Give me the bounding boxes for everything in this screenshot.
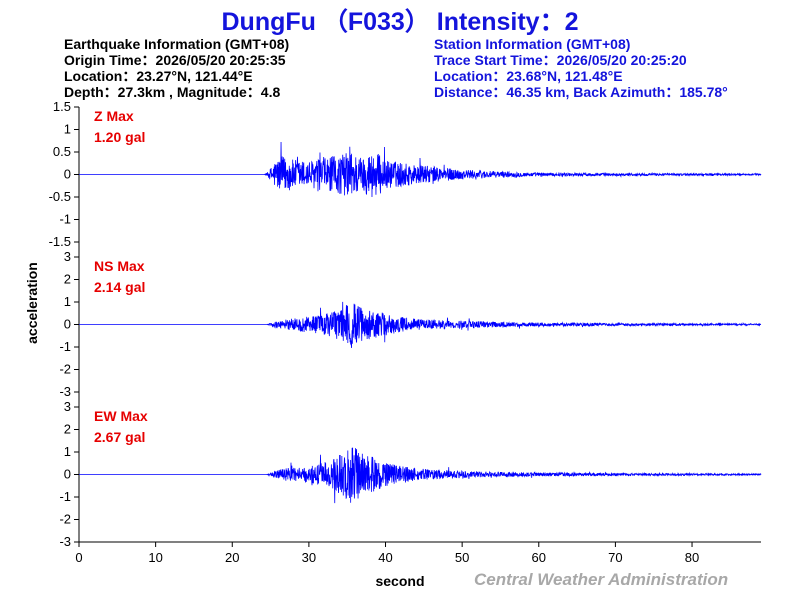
z-y-tick-label: 0.5 xyxy=(53,144,71,159)
x-axis-title: second xyxy=(375,573,424,589)
ew-trace xyxy=(79,447,762,504)
ew-max-value: 2.67 gal xyxy=(94,429,145,445)
ns-y-tick-label: -1 xyxy=(59,339,71,354)
ew-y-tick-label: -2 xyxy=(59,512,71,527)
ew-max-label: EW Max xyxy=(94,408,148,424)
ew-y-tick-label: 3 xyxy=(64,399,71,414)
z-y-tick-label: -0.5 xyxy=(49,189,71,204)
x-tick-label: 50 xyxy=(455,550,469,565)
ew-y-tick-label: -3 xyxy=(59,534,71,549)
ns-max-label: NS Max xyxy=(94,258,145,274)
trace-start-time: Trace Start Time：2026/05/20 20:25:20 xyxy=(434,52,687,68)
ns-trace xyxy=(79,301,762,349)
x-tick-label: 40 xyxy=(378,550,392,565)
z-max-label: Z Max xyxy=(94,108,134,124)
epicenter-location: Location：23.27°N, 121.44°E xyxy=(64,68,253,84)
x-tick-label: 70 xyxy=(608,550,622,565)
x-tick-label: 20 xyxy=(225,550,239,565)
x-tick-label: 0 xyxy=(75,550,82,565)
x-tick-label: 80 xyxy=(685,550,699,565)
ns-y-tick-label: 0 xyxy=(64,317,71,332)
z-max-value: 1.20 gal xyxy=(94,129,145,145)
ns-y-tick-label: 2 xyxy=(64,272,71,287)
ew-y-tick-label: 0 xyxy=(64,467,71,482)
x-tick-label: 30 xyxy=(302,550,316,565)
z-y-tick-label: 1 xyxy=(64,122,71,137)
x-tick-label: 60 xyxy=(532,550,546,565)
ns-y-tick-label: -2 xyxy=(59,362,71,377)
ew-y-tick-label: -1 xyxy=(59,489,71,504)
z-trace xyxy=(79,141,762,197)
ns-max-value: 2.14 gal xyxy=(94,279,145,295)
earthquake-heading: Earthquake Information (GMT+08) xyxy=(64,36,290,52)
station-distance: Distance：46.35 km, Back Azimuth：185.78° xyxy=(434,84,728,100)
station-info: Station Information (GMT+08) Trace Start… xyxy=(434,36,728,100)
x-tick-label: 10 xyxy=(148,550,162,565)
ew-y-tick-label: 2 xyxy=(64,422,71,437)
y-axis-title: acceleration xyxy=(24,262,40,344)
z-y-tick-label: -1 xyxy=(59,212,71,227)
z-y-tick-label: -1.5 xyxy=(49,234,71,249)
depth-magnitude: Depth：27.3km , Magnitude：4.8 xyxy=(64,84,281,100)
footer-credit: Central Weather Administration xyxy=(474,570,729,589)
ew-y-tick-label: 1 xyxy=(64,444,71,459)
station-location: Location：23.68°N, 121.48°E xyxy=(434,68,623,84)
earthquake-info: Earthquake Information (GMT+08) Origin T… xyxy=(64,36,289,100)
station-heading: Station Information (GMT+08) xyxy=(434,36,631,52)
ns-y-tick-label: 1 xyxy=(64,294,71,309)
z-y-tick-label: 0 xyxy=(64,167,71,182)
ns-y-tick-label: 3 xyxy=(64,249,71,264)
ns-y-tick-label: -3 xyxy=(59,384,71,399)
chart-title: DungFu （F033） Intensity：2 xyxy=(221,8,579,36)
origin-time: Origin Time：2026/05/20 20:25:35 xyxy=(64,52,286,68)
z-y-tick-label: 1.5 xyxy=(53,99,71,114)
